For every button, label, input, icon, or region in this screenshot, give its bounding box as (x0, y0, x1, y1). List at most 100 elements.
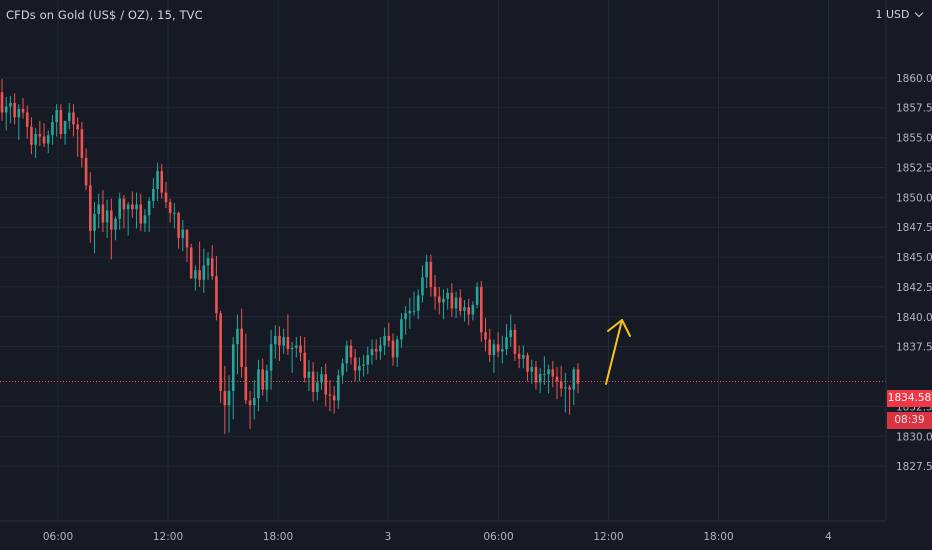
candle-body (433, 286, 437, 297)
candle-body (530, 366, 534, 372)
candle-body (353, 357, 357, 371)
time-tick-label: 06:00 (43, 531, 73, 543)
candle-body (572, 369, 576, 390)
candle-body (63, 120, 67, 135)
candle-body (34, 134, 37, 145)
price-tick-label: 1837.50 (896, 342, 932, 354)
candle-body (173, 212, 176, 214)
candle-body (55, 110, 58, 123)
candle-body (307, 371, 311, 378)
candle-body (147, 200, 151, 216)
candle-body (177, 212, 180, 238)
candle-body (282, 337, 285, 346)
candle-body (46, 135, 50, 144)
candle-body (257, 369, 260, 399)
candle-body (88, 185, 92, 231)
bar-countdown-label: 08:39 (887, 412, 932, 429)
candle-body (358, 365, 361, 371)
time-tick-label: 18:00 (263, 531, 293, 543)
candle-body (135, 204, 138, 210)
candle-body (110, 210, 113, 230)
candle-body (421, 277, 424, 296)
price-tick-label: 1857.50 (896, 103, 932, 115)
candle-body (13, 102, 16, 118)
candle-body (311, 371, 315, 393)
candle-body (252, 398, 256, 406)
candle-body (164, 192, 168, 203)
candle-body (156, 171, 159, 189)
candle-body (320, 374, 323, 383)
candle-body (492, 344, 496, 356)
candle-body (496, 344, 500, 352)
time-axis[interactable]: 06:00 12:00 18:00 3 06:00 12:00 18:00 4 (43, 531, 832, 543)
currency-selector[interactable]: 1 USD (876, 8, 924, 21)
candle-body (38, 134, 42, 137)
candle-body (484, 332, 487, 340)
candle-body (568, 387, 571, 390)
candle-body (0, 92, 4, 113)
candle-body (513, 329, 517, 354)
time-tick-label: 06:00 (483, 531, 513, 543)
candle-body (4, 106, 8, 113)
candle-body (425, 261, 428, 278)
candle-body (273, 335, 277, 345)
price-tick-label: 1840.00 (896, 312, 932, 324)
candle-body (538, 374, 542, 383)
candle-body (337, 375, 340, 401)
candle-body (467, 307, 470, 315)
candle-body (231, 344, 235, 391)
candle-body (25, 112, 29, 127)
candle-body (168, 202, 172, 213)
candle-body (551, 369, 555, 377)
time-tick-label: 12:00 (153, 531, 183, 543)
price-tick-label: 1850.00 (896, 192, 932, 204)
candle-body (93, 214, 96, 231)
price-tick-label: 1842.50 (896, 282, 932, 294)
price-axis[interactable]: 1860.00 1857.50 1855.00 1852.50 1850.00 1847.… (896, 73, 932, 473)
candle-body (324, 374, 328, 395)
candle-body (400, 319, 403, 340)
candle-body (269, 344, 273, 371)
candle-body (219, 313, 222, 391)
candle-body (501, 349, 504, 352)
annotation-arrow[interactable] (605, 319, 631, 385)
candle-body (278, 335, 281, 346)
price-tick-label: 1827.50 (896, 461, 932, 473)
candle-body (97, 204, 101, 215)
candle-body (509, 329, 513, 338)
candle-body (564, 387, 567, 389)
candle-body (479, 286, 483, 333)
candle-body (475, 286, 479, 305)
time-tick-label: 4 (825, 531, 832, 543)
candle-body (131, 204, 134, 210)
candle-body (412, 310, 416, 312)
candle-body (126, 204, 130, 210)
chevron-down-icon (914, 8, 924, 18)
chart-title[interactable]: CFDs on Gold (US$ / OZ), 15, TVC (6, 8, 203, 22)
candle-body (143, 215, 147, 224)
candle-body (67, 112, 71, 121)
candle-body (206, 258, 210, 266)
candle-body (379, 345, 382, 352)
candle-body (303, 352, 307, 378)
price-tick-label: 1855.00 (896, 133, 932, 145)
candle-body (122, 198, 126, 210)
candle-body (559, 381, 563, 389)
candle-body (374, 349, 378, 352)
candle-body (349, 345, 353, 358)
candle-body (30, 126, 33, 145)
candle-body (118, 198, 122, 219)
candle-body (341, 363, 344, 376)
candle-body (114, 218, 117, 230)
candle-body (522, 355, 525, 359)
candle-body (442, 298, 445, 303)
candle-body (42, 136, 46, 144)
candle-body (244, 366, 248, 401)
candle-body (160, 171, 164, 193)
candle-body (198, 270, 201, 280)
candle-body (404, 313, 407, 320)
candle-body (84, 157, 88, 186)
candle-body (189, 247, 193, 279)
candle-body (139, 204, 143, 224)
